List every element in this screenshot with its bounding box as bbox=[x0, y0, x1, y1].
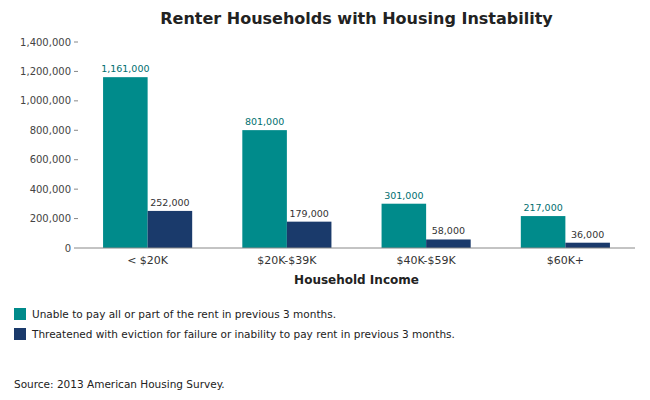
bar bbox=[382, 204, 427, 248]
chart-title: Renter Households with Housing Instabili… bbox=[160, 9, 553, 28]
y-tick-label: 1,000,000 bbox=[20, 95, 71, 106]
y-tick-label: 600,000 bbox=[30, 154, 71, 165]
x-tick-label: < $20K bbox=[127, 254, 169, 267]
y-tick bbox=[74, 159, 78, 160]
bar bbox=[426, 239, 471, 248]
y-tick bbox=[74, 42, 78, 43]
bar bbox=[565, 243, 610, 248]
y-tick bbox=[74, 130, 78, 131]
y-tick-label: 800,000 bbox=[30, 125, 71, 136]
y-axis: 0 200,000 400,000 600,000 800,000 1,000,000 1,… bbox=[20, 37, 78, 254]
y-tick-label: 1,400,000 bbox=[20, 37, 71, 48]
data-label: 801,000 bbox=[245, 116, 284, 127]
y-tick bbox=[74, 71, 78, 72]
data-label: 179,000 bbox=[290, 208, 329, 219]
x-axis-label: Household Income bbox=[294, 273, 419, 287]
bar bbox=[242, 130, 287, 248]
legend-label: Threatened with eviction for failure or … bbox=[31, 328, 455, 340]
legend-label: Unable to pay all or part of the rent in… bbox=[32, 308, 336, 320]
y-tick bbox=[74, 248, 78, 249]
bars bbox=[103, 77, 610, 248]
chart-svg: Renter Households with Housing Instabili… bbox=[0, 0, 650, 400]
y-tick-label: 400,000 bbox=[30, 184, 71, 195]
bar bbox=[521, 216, 566, 248]
bar bbox=[103, 77, 148, 248]
data-label: 252,000 bbox=[150, 197, 189, 208]
data-labels: 1,161,000 801,000 301,000 217,000 252,000 179… bbox=[101, 63, 604, 240]
data-label: 301,000 bbox=[384, 190, 423, 201]
y-tick-label: 1,200,000 bbox=[20, 66, 71, 77]
data-label: 217,000 bbox=[523, 202, 562, 213]
y-tick-label: 0 bbox=[65, 243, 71, 254]
y-tick-label: 200,000 bbox=[30, 213, 71, 224]
source-note: Source: 2013 American Housing Survey. bbox=[14, 378, 225, 390]
legend: Unable to pay all or part of the rent in… bbox=[14, 308, 455, 340]
chart-container: Renter Households with Housing Instabili… bbox=[0, 0, 650, 400]
background bbox=[0, 0, 650, 400]
x-tick-label: $20K-$39K bbox=[257, 254, 317, 267]
bar bbox=[148, 211, 193, 248]
data-label: 1,161,000 bbox=[101, 63, 149, 74]
legend-swatch bbox=[14, 308, 26, 320]
y-tick bbox=[74, 189, 78, 190]
x-tick-label: $40K-$59K bbox=[397, 254, 457, 267]
y-tick bbox=[74, 218, 78, 219]
data-label: 36,000 bbox=[571, 229, 604, 240]
x-tick-label: $60K+ bbox=[547, 254, 584, 267]
x-axis-line bbox=[78, 248, 635, 249]
legend-swatch bbox=[14, 328, 26, 340]
bar bbox=[287, 222, 332, 248]
data-label: 58,000 bbox=[432, 225, 465, 236]
y-tick bbox=[74, 100, 78, 101]
x-axis: < $20K $20K-$39K $40K-$59K $60K+ Household I… bbox=[78, 248, 635, 287]
